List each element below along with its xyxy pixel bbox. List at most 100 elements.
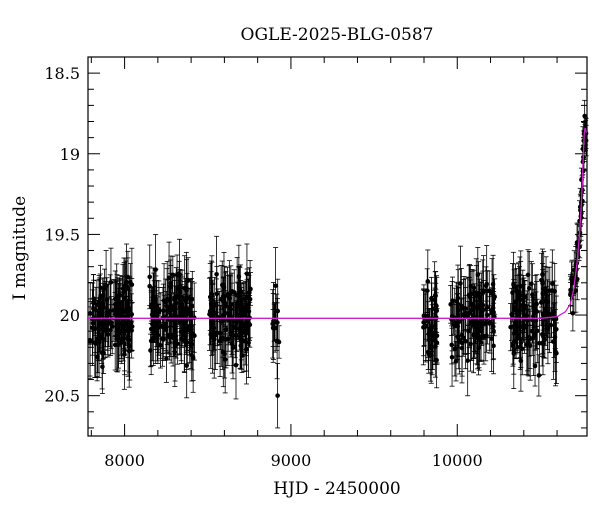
data-point — [521, 303, 527, 308]
data-point — [125, 336, 131, 341]
data-point — [463, 306, 468, 311]
data-point — [271, 320, 277, 325]
data-point — [119, 329, 124, 334]
data-point — [158, 343, 163, 348]
data-point — [465, 358, 470, 363]
data-point — [172, 296, 177, 302]
y-axis-title: I magnitude — [10, 196, 30, 300]
x-axis-title: HJD - 2450000 — [273, 479, 401, 499]
model-curve — [88, 127, 587, 319]
plot-frame — [87, 56, 588, 437]
data-point — [172, 349, 178, 355]
data-point — [223, 301, 228, 306]
data-point — [99, 311, 104, 317]
data-point — [104, 297, 110, 302]
data-point — [551, 339, 556, 344]
data-point — [221, 294, 226, 300]
data-point — [248, 286, 253, 292]
data-point — [484, 312, 490, 318]
data-point — [511, 351, 517, 356]
data-point — [93, 341, 98, 346]
data-point — [211, 337, 217, 342]
data-point — [161, 337, 166, 342]
x-tick-label: 8000 — [104, 451, 145, 470]
data-point — [165, 333, 171, 338]
data-point — [514, 288, 520, 294]
data-point — [421, 325, 426, 330]
data-points — [87, 99, 589, 429]
data-point — [210, 304, 216, 310]
data-point — [516, 296, 521, 302]
data-point — [452, 320, 458, 326]
data-point — [273, 283, 278, 289]
data-point — [569, 277, 575, 282]
data-point — [551, 309, 557, 315]
data-point — [424, 288, 430, 293]
data-point — [153, 267, 158, 272]
data-point — [239, 353, 245, 358]
data-point — [518, 283, 524, 289]
data-point — [484, 333, 489, 339]
y-tick-label: 20.5 — [44, 387, 80, 406]
x-tick-label: 10000 — [432, 451, 483, 470]
data-point — [449, 342, 455, 348]
data-point — [491, 343, 496, 349]
data-point — [275, 393, 280, 398]
data-point — [475, 272, 481, 277]
data-point — [425, 279, 431, 284]
data-point — [544, 309, 549, 315]
data-point — [97, 333, 102, 338]
data-point — [238, 343, 244, 348]
data-point — [218, 319, 224, 324]
data-point — [554, 326, 559, 332]
data-point — [525, 272, 531, 278]
data-point — [467, 294, 472, 300]
data-point — [173, 300, 179, 306]
data-point — [150, 309, 156, 315]
data-point — [229, 341, 235, 347]
data-point — [537, 340, 542, 346]
data-point — [236, 274, 242, 279]
data-point — [90, 320, 96, 326]
data-point — [541, 312, 547, 318]
data-point — [536, 373, 542, 378]
data-point — [122, 348, 127, 353]
data-point — [582, 113, 587, 119]
data-point — [468, 341, 473, 347]
data-point — [479, 321, 485, 326]
y-tick-label: 20 — [60, 306, 80, 325]
data-point — [156, 307, 162, 313]
y-tick-label: 18.5 — [44, 64, 80, 83]
data-point — [272, 325, 278, 331]
data-point — [434, 333, 440, 339]
data-point — [221, 284, 227, 290]
data-point — [425, 317, 431, 323]
data-point — [161, 308, 166, 313]
data-point — [114, 336, 120, 342]
data-point — [151, 305, 156, 310]
data-point — [491, 296, 497, 302]
y-tick-label: 19 — [60, 145, 80, 164]
tick-marks — [88, 56, 587, 436]
data-point — [540, 341, 546, 347]
data-point — [214, 291, 220, 297]
data-point — [184, 363, 189, 368]
data-point — [483, 283, 489, 289]
data-point — [529, 328, 535, 334]
data-point — [218, 330, 223, 336]
data-point — [534, 328, 540, 334]
data-point — [169, 307, 174, 313]
data-point — [115, 312, 121, 318]
data-point — [148, 348, 153, 353]
data-point — [209, 291, 215, 297]
data-point — [102, 326, 108, 331]
data-point — [432, 323, 438, 329]
data-point — [119, 299, 125, 305]
data-point — [128, 279, 133, 285]
data-point — [428, 344, 434, 349]
data-point — [511, 324, 517, 329]
tick-labels: 8000 9000 10000 18.5 19 19.5 20 20.5 — [44, 64, 482, 470]
data-point — [238, 307, 244, 313]
data-point — [469, 301, 475, 307]
